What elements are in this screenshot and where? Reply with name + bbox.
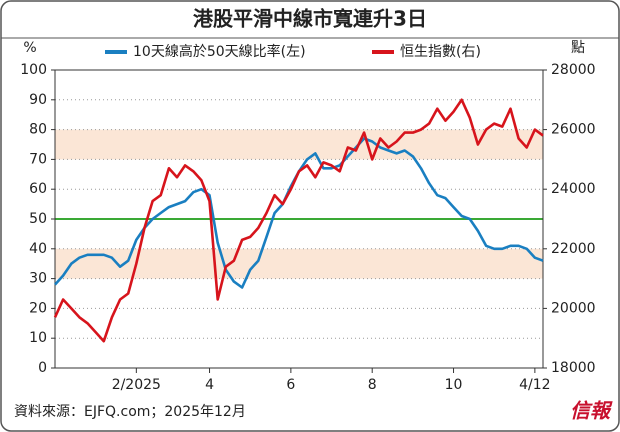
x-tick-label: 10 (445, 377, 463, 393)
shaded-band (55, 248, 543, 279)
y2-tick-label: 28000 (551, 62, 596, 78)
y2-tick-label: 24000 (551, 181, 596, 197)
y-tick-label: 50 (29, 211, 47, 227)
y-tick-label: 40 (29, 241, 47, 257)
x-tick-label: 4/12 (519, 377, 550, 393)
y-tick-label: 0 (38, 360, 47, 376)
y2-axis-label: 點 (571, 40, 585, 56)
y-tick-label: 90 (29, 92, 47, 108)
source: 資料來源：EJFQ.com；2025年12月 (14, 404, 246, 420)
y-tick-label: 100 (20, 62, 47, 78)
y2-tick-label: 20000 (551, 300, 596, 316)
y-tick-label: 30 (29, 271, 47, 287)
y2-tick-label: 26000 (551, 122, 596, 138)
chart-title: 港股平滑中線市寬連升3日 (193, 7, 427, 31)
y-tick-label: 80 (29, 122, 47, 138)
y-tick-label: 20 (29, 300, 47, 316)
logo: 信報 (570, 399, 613, 423)
x-tick-label: 2/2025 (112, 377, 161, 393)
x-tick-label: 4 (205, 377, 214, 393)
shaded-band (55, 129, 543, 160)
y-axis-label: % (23, 40, 36, 56)
legend-label: 恒生指數(右) (400, 44, 481, 60)
y-tick-label: 60 (29, 181, 47, 197)
y-tick-label: 70 (29, 151, 47, 167)
y2-tick-label: 18000 (551, 360, 596, 376)
legend-label: 10天線高於50天線比率(左) (133, 43, 306, 60)
plot-frame (54, 69, 544, 369)
y2-tick-label: 22000 (551, 241, 596, 257)
x-tick-label: 8 (368, 377, 377, 393)
x-tick-label: 6 (286, 377, 295, 393)
y-tick-label: 10 (29, 330, 47, 346)
series-line (53, 98, 544, 343)
